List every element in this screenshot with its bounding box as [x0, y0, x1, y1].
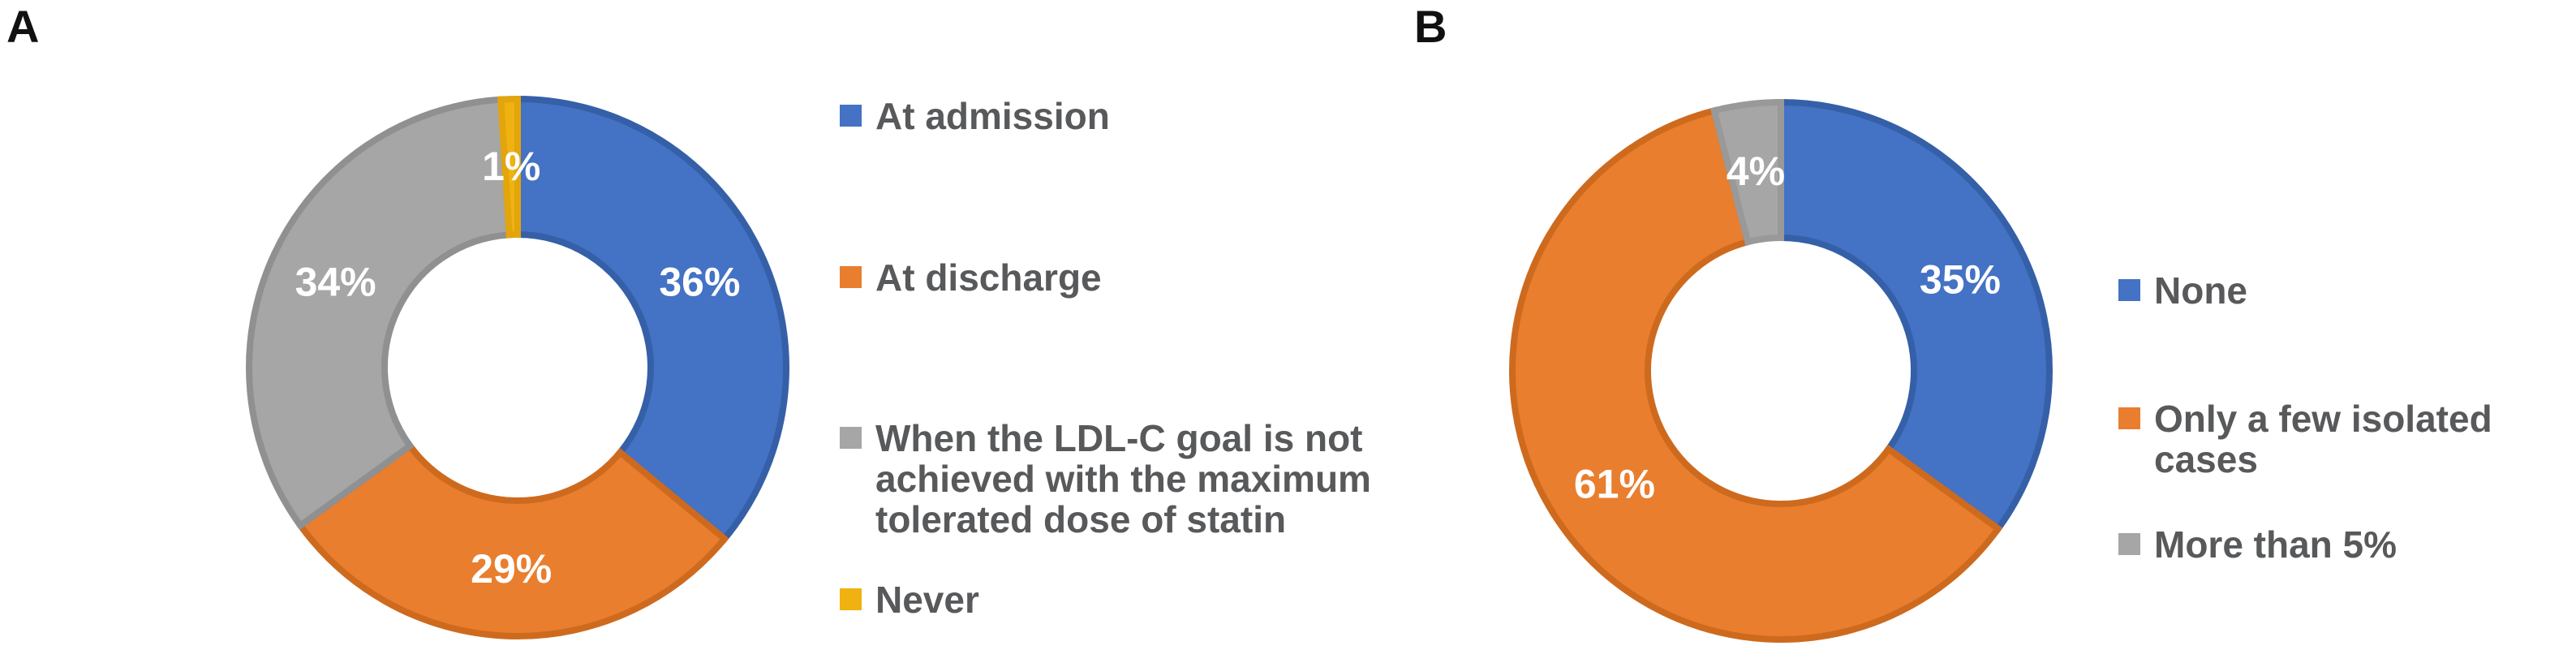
legend-item-label: When the LDL-C goal is not achieved with… — [875, 417, 1371, 540]
legend-item: At discharge — [840, 257, 1102, 298]
legend-swatch — [840, 588, 862, 610]
pie-slice-only-a-few-isolated-cases — [1509, 106, 2003, 643]
data-label: 34% — [295, 259, 376, 304]
legend-swatch — [2118, 279, 2140, 301]
pie-slice-at-discharge — [295, 441, 729, 639]
data-label: 36% — [659, 259, 740, 304]
panel-a-label: A — [6, 1, 41, 52]
donut-chart-a: 36% 29% 34% 1% — [246, 95, 789, 639]
pie-slice-never — [497, 95, 521, 239]
legend-item: Never — [840, 579, 979, 620]
data-label: 1% — [482, 144, 540, 189]
legend-item-label: None — [2154, 269, 2247, 312]
legend-item: When the LDL-C goal is not achieved with… — [840, 418, 1371, 540]
legend-item: None — [2118, 270, 2247, 311]
legend-item-label: Never — [875, 579, 979, 621]
data-label: 35% — [1920, 256, 2001, 302]
legend-swatch — [840, 105, 862, 127]
legend-item-label: At admission — [875, 95, 1110, 137]
data-label: 4% — [1727, 149, 1785, 194]
legend-item-label: More than 5% — [2154, 523, 2398, 566]
pie-slice-none — [1778, 98, 2053, 534]
pie-slice-more-than-5- — [1709, 98, 1784, 247]
legend-item-label: Only a few isolated cases — [2154, 398, 2492, 480]
legend-item: Only a few isolated cases — [2118, 398, 2576, 480]
panel-b-label: B — [1414, 1, 1448, 52]
legend-swatch — [840, 266, 862, 288]
pie-slice-at-admission — [514, 95, 789, 544]
data-label: 29% — [471, 546, 552, 592]
legend-item: More than 5% — [2118, 524, 2397, 565]
data-label: 61% — [1574, 461, 1655, 506]
legend-item: At admission — [840, 96, 1110, 136]
pie-slice-when-the-ldl-c-goal-is-not-ach — [246, 96, 513, 531]
legend-swatch — [2118, 407, 2140, 429]
donut-chart-b: 35% 61% 4% — [1509, 98, 2053, 643]
legend-swatch — [840, 427, 862, 449]
legend-swatch — [2118, 533, 2140, 555]
legend-item-label: At discharge — [875, 256, 1102, 299]
